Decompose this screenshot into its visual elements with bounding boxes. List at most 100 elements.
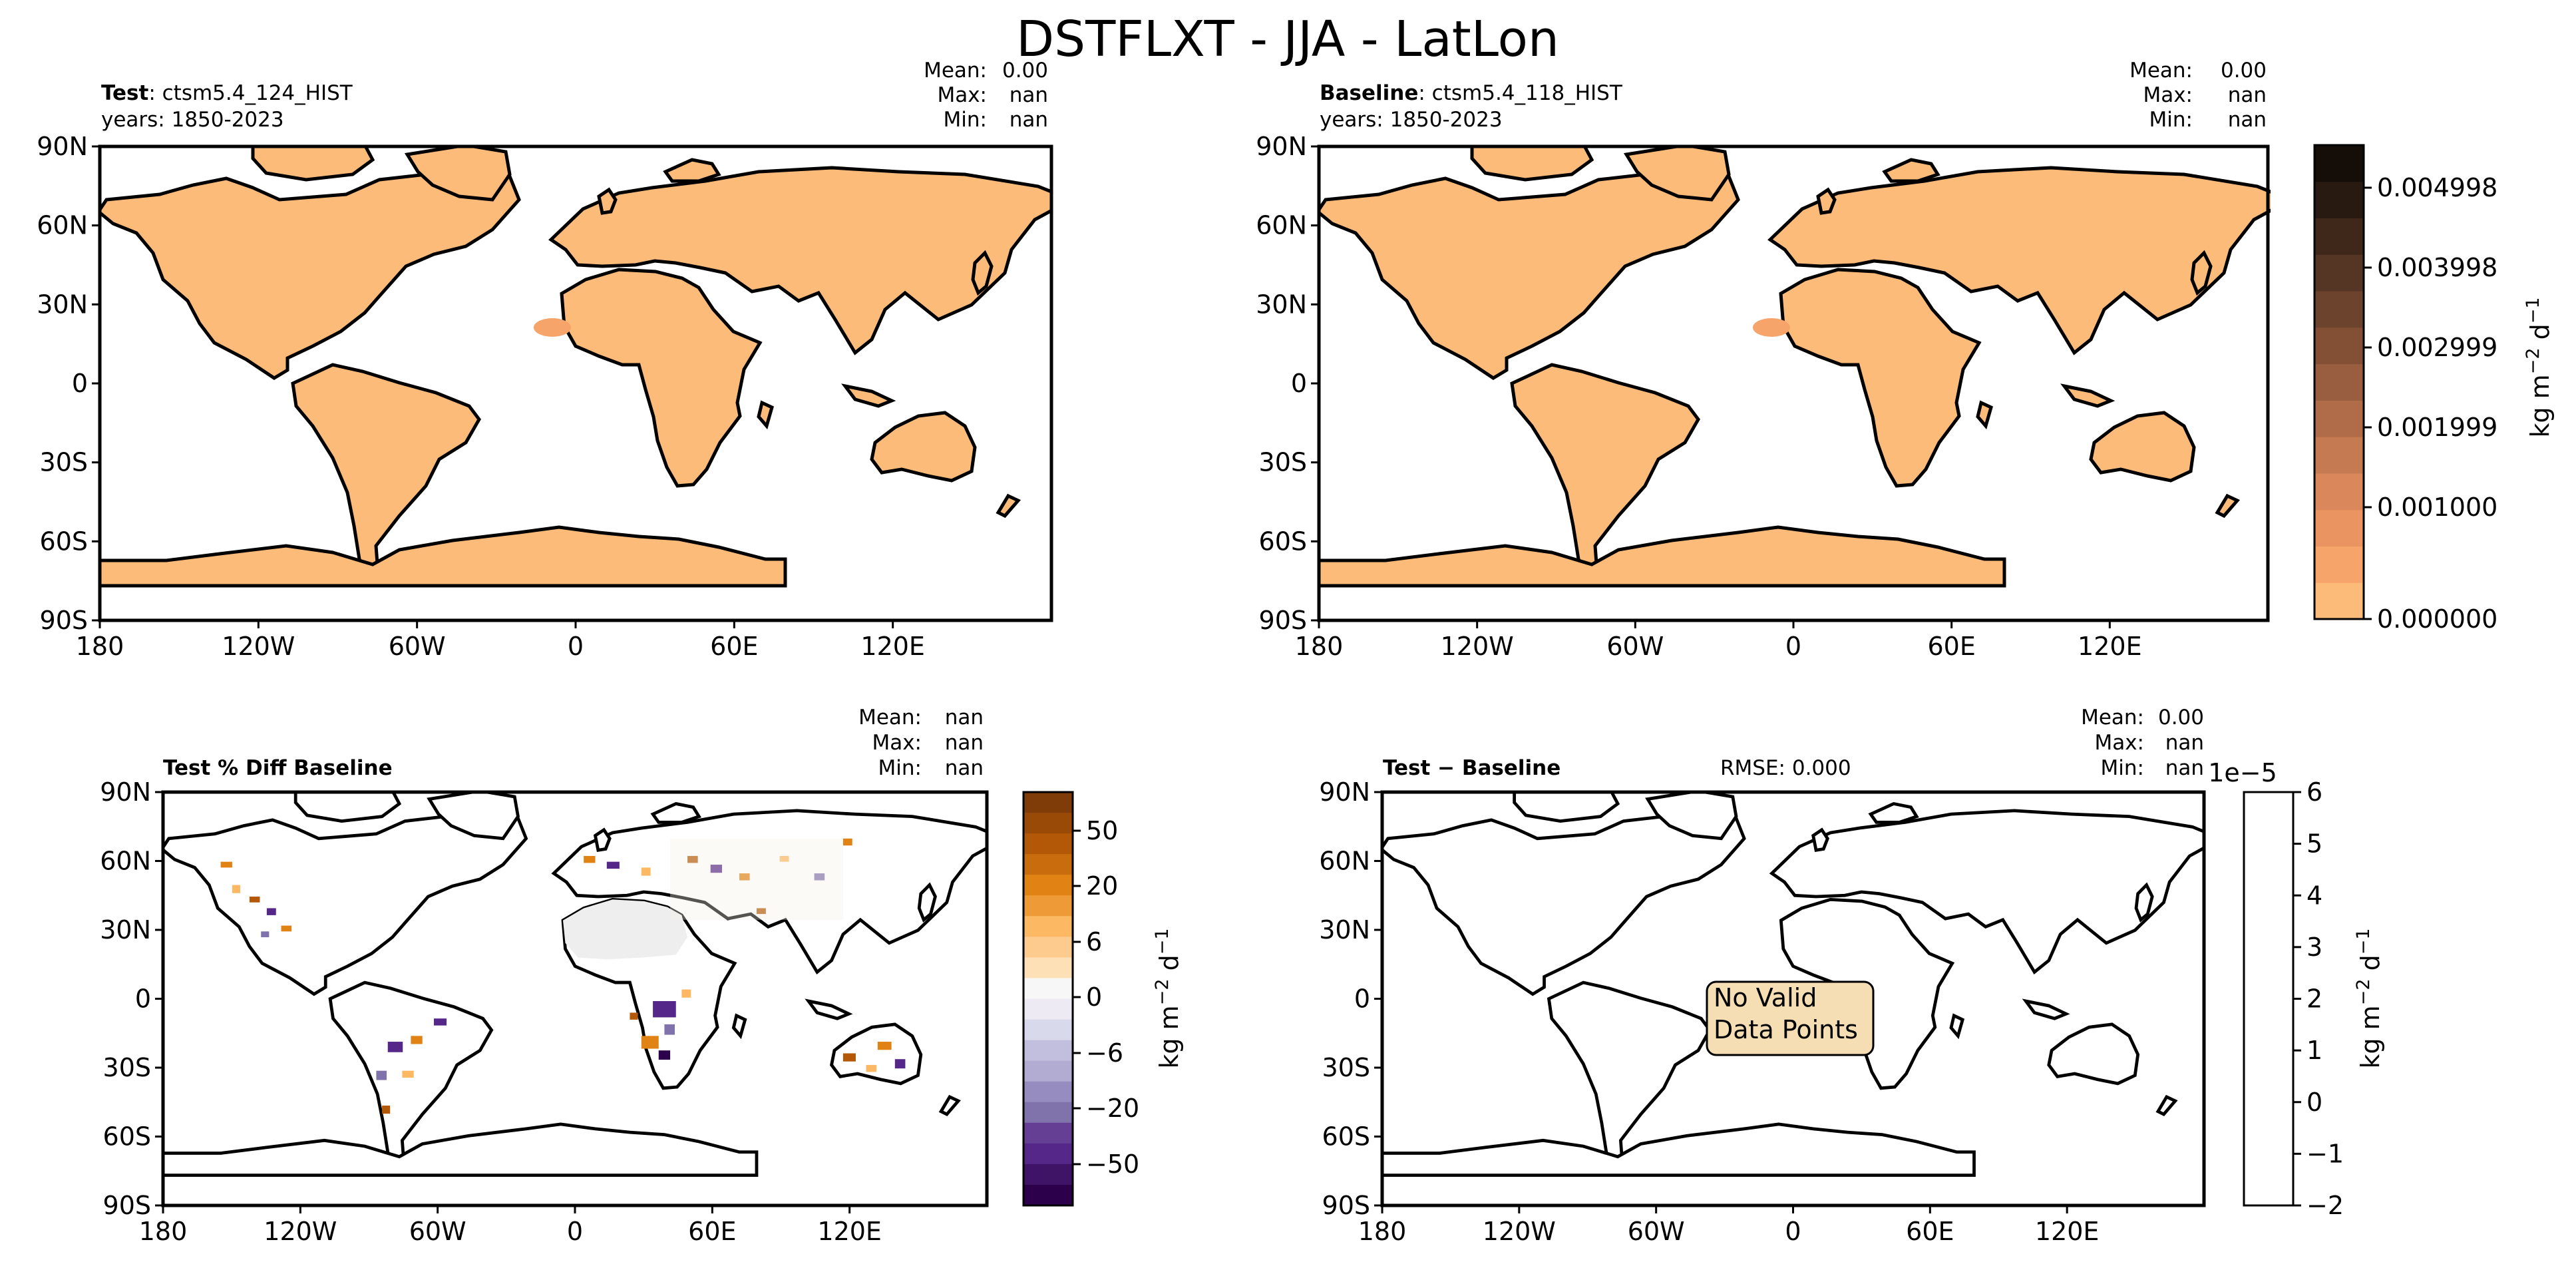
baseline-colorbar-tick-label: 0.002999 xyxy=(2377,333,2497,362)
test-land xyxy=(98,132,1071,586)
diff-xtick-label: 120W xyxy=(1483,1217,1556,1246)
pctdiff-colorbar-segment xyxy=(1023,1102,1073,1124)
test-ytick-label: 60S xyxy=(40,527,88,556)
pctdiff-xtick-label: 120W xyxy=(264,1217,337,1246)
baseline-colorbar-segment xyxy=(2314,582,2364,620)
baseline-mean-value: 0.00 xyxy=(2221,59,2267,83)
test-ytick-label: 90N xyxy=(37,132,88,161)
pctdiff-min-label: Min: xyxy=(878,756,922,780)
pctdiff-colorbar-tick-label: −20 xyxy=(1086,1094,1139,1123)
panel-test: Test: ctsm5.4_124_HIST years: 1850-2023 … xyxy=(37,59,1071,661)
baseline-colorbar-segment xyxy=(2314,145,2364,182)
pctdiff-colorbar: 50 20 6 0 −6 −20 −50 xyxy=(1022,791,1139,1207)
no-data-line1: No Valid xyxy=(1714,983,1817,1012)
pctdiff-title: Test % Diff Baseline xyxy=(163,756,393,780)
diff-colorbar-tick-label: 6 xyxy=(2306,777,2322,807)
test-min-value: nan xyxy=(1010,108,1048,132)
baseline-colorbar-segment xyxy=(2314,546,2364,583)
diff-xtick-label: 180 xyxy=(1358,1217,1407,1246)
baseline-title-rest: : ctsm5.4_118_HIST xyxy=(1418,81,1622,105)
baseline-colorbar-segment xyxy=(2314,473,2364,511)
diff-title: Test − Baseline xyxy=(1383,756,1561,780)
pctdiff-colorbar-tick-label: −6 xyxy=(1086,1038,1123,1068)
baseline-colorbar-segment xyxy=(2314,291,2364,328)
diff-ytick-label: 60N xyxy=(1319,847,1370,876)
diff-ytick-label: 30N xyxy=(1319,915,1370,945)
baseline-colorbar-segment xyxy=(2314,437,2364,474)
pctdiff-sahara-fill xyxy=(563,899,688,960)
pctdiff-colorbar-segment xyxy=(1023,875,1073,896)
baseline-xtick-label: 180 xyxy=(1295,632,1344,661)
diff-colorbar-tick-label: 3 xyxy=(2306,933,2322,962)
diff-map xyxy=(1381,779,2221,1175)
baseline-max-value: nan xyxy=(2228,83,2267,107)
diff-min-value: nan xyxy=(2165,756,2204,780)
diff-colorbar-tick-label: 2 xyxy=(2306,984,2322,1014)
pctdiff-colorbar-segment xyxy=(1023,1019,1073,1041)
diff-xtick-label: 60E xyxy=(1906,1217,1954,1246)
baseline-mean-label: Mean: xyxy=(2129,59,2193,83)
test-xtick-label: 120E xyxy=(860,632,925,661)
diff-ytick-label: 90S xyxy=(1322,1191,1370,1220)
panel-diff: Test − Baseline RMSE: 0.000 Mean: 0.00 M… xyxy=(1319,706,2385,1246)
diff-xtick-label: 0 xyxy=(1785,1217,1801,1246)
diff-colorbar-tick-label: 1 xyxy=(2306,1036,2322,1065)
baseline-ytick-label: 30S xyxy=(1259,448,1307,477)
pctdiff-ytick-label: 30S xyxy=(103,1053,151,1082)
baseline-land xyxy=(1318,132,2291,586)
pctdiff-max-value: nan xyxy=(945,731,984,755)
test-title-bold: Test xyxy=(101,81,149,105)
diff-colorbar-tick-label: 0 xyxy=(2306,1088,2322,1117)
baseline-ytick-label: 90S xyxy=(1259,606,1307,635)
diff-ytick-label: 60S xyxy=(1322,1122,1370,1152)
pctdiff-colorbar-segment xyxy=(1023,792,1073,813)
baseline-xtick-label: 60W xyxy=(1606,632,1664,661)
pctdiff-min-value: nan xyxy=(945,756,984,780)
pctdiff-colorbar-segment xyxy=(1023,1143,1073,1165)
diff-ytick-label: 0 xyxy=(1354,984,1370,1014)
test-ytick-label: 30N xyxy=(37,290,88,319)
diff-mean-value: 0.00 xyxy=(2158,706,2204,730)
pctdiff-max-label: Max: xyxy=(872,731,922,755)
svg-text:Test: ctsm5.4_124_HIST: Test: ctsm5.4_124_HIST xyxy=(101,81,353,105)
diff-mean-label: Mean: xyxy=(2081,706,2144,730)
pctdiff-colorbar-segment xyxy=(1023,1122,1073,1144)
baseline-colorbar-tick-label: 0.004998 xyxy=(2377,173,2497,202)
baseline-colorbar-segment xyxy=(2314,400,2364,437)
diff-ytick-label: 30S xyxy=(1322,1053,1370,1082)
pctdiff-ytick-label: 30N xyxy=(100,915,151,945)
pctdiff-colorbar-tick-label: 0 xyxy=(1086,982,1102,1012)
baseline-years: years: 1850-2023 xyxy=(1320,108,1503,132)
test-xtick-label: 0 xyxy=(568,632,584,661)
test-mean-value: 0.00 xyxy=(1002,59,1048,83)
no-data-box xyxy=(1706,980,1875,1056)
pctdiff-colorbar-segment xyxy=(1023,1184,1073,1206)
test-years: years: 1850-2023 xyxy=(101,108,284,132)
baseline-sahara-patch xyxy=(1753,318,1790,337)
panel-pctdiff: Test % Diff Baseline Mean: nan Max: nan … xyxy=(100,706,1184,1246)
baseline-xtick-label: 120E xyxy=(2078,632,2142,661)
pctdiff-colorbar-tick-label: −50 xyxy=(1086,1150,1139,1179)
diff-colorbar-tick-label: 5 xyxy=(2306,829,2322,859)
baseline-colorbar-frame xyxy=(2313,144,2365,620)
diff-colorbar-label: kg m−2 d−1 xyxy=(2353,928,2386,1068)
baseline-colorbar-segment xyxy=(2314,363,2364,401)
baseline-min-label: Min: xyxy=(2149,108,2193,132)
baseline-colorbar-segment xyxy=(2314,327,2364,365)
pctdiff-xtick-label: 60E xyxy=(688,1217,736,1246)
baseline-xtick-label: 120W xyxy=(1441,632,1514,661)
baseline-ytick-label: 0 xyxy=(1291,369,1307,398)
baseline-colorbar-tick-label: 0.001999 xyxy=(2377,413,2497,442)
test-ytick-label: 30S xyxy=(40,448,88,477)
diff-xtick-label: 60W xyxy=(1628,1217,1685,1246)
pctdiff-colorbar-segment xyxy=(1023,833,1073,855)
figure-title: DSTFLXT - JJA - LatLon xyxy=(1016,11,1559,68)
test-ytick-label: 90S xyxy=(40,606,88,635)
pctdiff-speckles xyxy=(220,838,906,1114)
pctdiff-mean-label: Mean: xyxy=(858,706,922,730)
pctdiff-ytick-label: 90N xyxy=(100,777,151,807)
test-xtick-label: 60W xyxy=(389,632,446,661)
test-ytick-label: 0 xyxy=(72,369,88,398)
baseline-colorbar-tick-label: 0.001000 xyxy=(2377,493,2497,522)
baseline-max-label: Max: xyxy=(2143,83,2193,107)
